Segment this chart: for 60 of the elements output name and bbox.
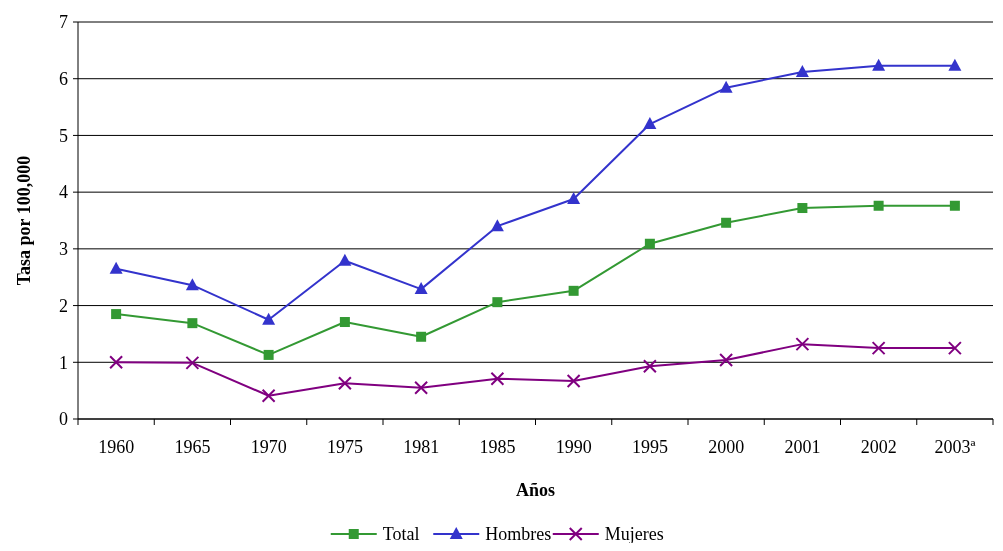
point: [111, 309, 122, 320]
point: [490, 371, 505, 386]
x-tick-label: 1981: [403, 437, 440, 457]
x-tick-label: 1975: [326, 437, 363, 457]
x-tick-label: 2001: [784, 437, 821, 457]
x-tick-label: 1970: [250, 437, 287, 457]
point: [567, 191, 581, 204]
point: [338, 253, 352, 266]
x-tick-label: 1965: [174, 437, 211, 457]
y-tick-label: 1: [59, 352, 68, 373]
y-tick-label: 4: [59, 182, 68, 203]
point: [721, 217, 732, 228]
point: [795, 64, 809, 77]
x-tick-label: 1990: [555, 437, 592, 457]
point: [642, 359, 657, 374]
point: [872, 58, 886, 71]
point: [414, 282, 428, 295]
point: [644, 238, 655, 249]
x-tick-label: 2003ª: [934, 437, 976, 457]
y-tick-label: 0: [59, 409, 68, 430]
point: [566, 374, 581, 388]
x-axis-title: Años: [515, 480, 556, 500]
y-tick-label: 3: [59, 239, 68, 260]
y-tick-label: 2: [59, 295, 68, 316]
point: [109, 261, 123, 274]
point: [871, 341, 886, 356]
point: [187, 318, 198, 329]
point: [185, 355, 200, 370]
point: [643, 117, 657, 130]
x-tick-label: 2000: [708, 437, 745, 457]
point: [797, 203, 808, 214]
point: [949, 200, 960, 211]
point: [795, 337, 810, 352]
y-axis-title: Tasa por 100,000: [14, 155, 34, 286]
x-tick-label: 1960: [98, 437, 135, 457]
y-tick-label: 7: [59, 12, 68, 33]
point: [263, 349, 274, 360]
point: [568, 285, 579, 296]
point: [414, 380, 429, 395]
point: [719, 80, 733, 93]
y-tick-label: 5: [59, 125, 68, 146]
point: [339, 317, 350, 328]
point: [337, 376, 352, 391]
x-tick-label: 2002: [860, 437, 897, 457]
point: [262, 312, 276, 325]
point: [948, 58, 962, 71]
point: [490, 219, 504, 232]
x-tick-label: 1985: [479, 437, 516, 457]
y-tick-label: 6: [59, 69, 68, 90]
point: [185, 278, 199, 291]
x-tick-label: 1995: [631, 437, 668, 457]
point: [416, 331, 427, 342]
point: [492, 297, 503, 308]
point: [947, 341, 962, 356]
legend-label: Total: [382, 524, 420, 545]
point: [109, 355, 124, 370]
legend-label: Hombres: [485, 524, 552, 545]
point: [873, 200, 884, 211]
point: [719, 353, 734, 368]
point: [261, 388, 276, 403]
